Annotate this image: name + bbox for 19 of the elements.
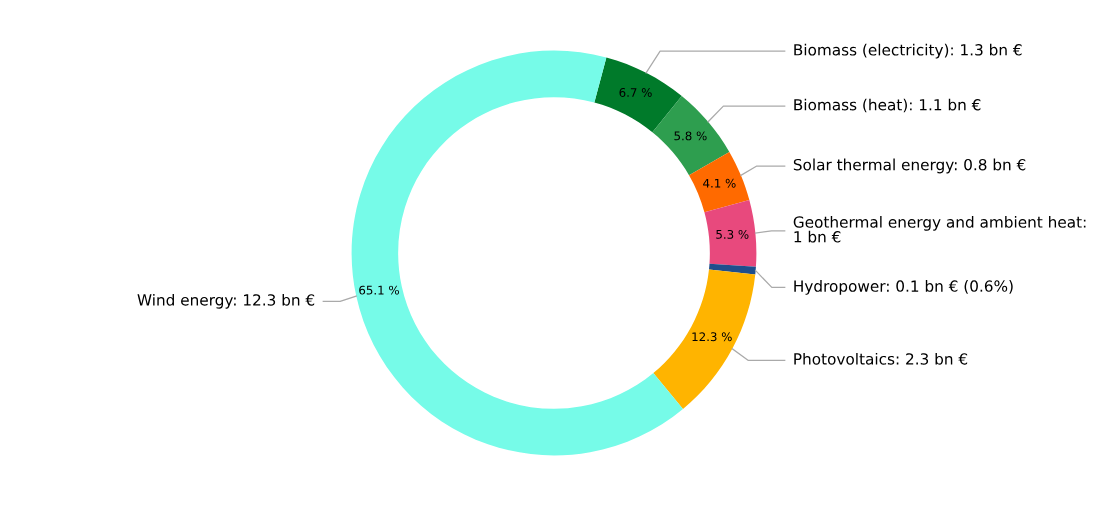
data-label: 4.1 % — [703, 178, 736, 188]
donut-slice — [652, 96, 730, 176]
slice-label: Solar thermal energy: 0.8 bn € — [793, 158, 1026, 174]
donut-slice — [594, 57, 682, 133]
donut-slice — [653, 269, 756, 409]
slice-label: Hydropower: 0.1 bn € (0.6%) — [794, 280, 1013, 295]
slice-label: Wind energy: 12.3 bn € — [137, 293, 315, 309]
data-label: 65.1 % — [359, 285, 399, 295]
donut-slice — [689, 151, 750, 213]
data-label: 6.7 % — [619, 88, 652, 97]
slice-label: Geothermal energy and ambient heat: 1 bn € — [793, 215, 1086, 243]
data-label: 12.3 % — [692, 332, 732, 342]
data-label: 5.3 % — [716, 229, 749, 239]
slice-label: Biomass (electricity): 1.3 bn € — [794, 43, 1022, 59]
slice-label: Biomass (heat): 1.1 bn € — [794, 98, 981, 113]
donut-slice — [704, 200, 757, 267]
slice-label: Photovoltaics: 2.3 bn € — [794, 352, 968, 365]
data-label: 5.8 % — [674, 131, 707, 141]
donut-slice — [708, 263, 756, 275]
